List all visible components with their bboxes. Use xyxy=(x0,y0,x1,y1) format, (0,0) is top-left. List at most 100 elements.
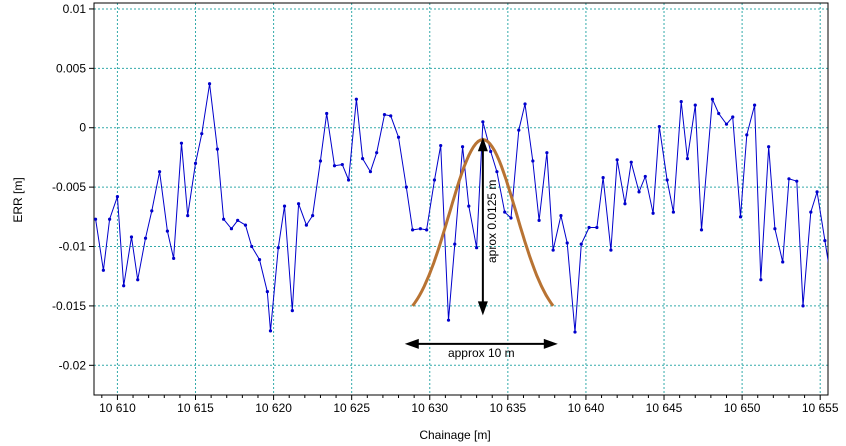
x-tick-label: 10 655 xyxy=(802,401,839,415)
data-point xyxy=(296,202,301,206)
data-point xyxy=(801,304,805,308)
data-point xyxy=(489,149,493,154)
x-tick-label: 10 620 xyxy=(255,401,292,415)
data-point xyxy=(122,284,126,288)
data-point xyxy=(517,128,521,132)
data-point xyxy=(368,170,373,174)
data-point xyxy=(573,330,577,334)
y-tick-label: 0.01 xyxy=(63,2,87,16)
data-point xyxy=(753,103,757,107)
data-point xyxy=(250,244,254,249)
data-point xyxy=(186,214,190,218)
data-point xyxy=(481,120,485,124)
data-point xyxy=(265,290,269,294)
data-point xyxy=(200,132,204,136)
y-tick-label: -0.01 xyxy=(59,240,87,254)
data-point xyxy=(268,329,273,333)
data-point xyxy=(165,229,169,233)
data-point xyxy=(495,170,499,174)
data-point xyxy=(724,122,729,126)
data-point xyxy=(389,114,393,118)
data-point xyxy=(545,151,549,155)
data-point xyxy=(236,218,240,222)
data-point xyxy=(172,256,176,260)
data-point xyxy=(615,158,619,162)
x-tick-label: 10 640 xyxy=(568,401,605,415)
data-point xyxy=(136,278,140,282)
annotations: approx 10 m aprox 0.0125 m xyxy=(404,137,558,360)
data-point xyxy=(318,159,323,163)
data-point xyxy=(565,241,569,245)
data-point xyxy=(439,143,443,148)
width-arrow-head-right xyxy=(543,338,558,349)
data-point xyxy=(404,185,408,189)
data-point xyxy=(150,209,154,213)
data-point xyxy=(717,111,721,116)
data-point xyxy=(637,190,641,194)
series-err xyxy=(94,82,839,334)
data-point xyxy=(815,190,819,194)
data-point xyxy=(830,278,833,281)
data-point xyxy=(787,177,791,181)
data-point xyxy=(710,97,715,101)
data-point xyxy=(340,162,344,167)
data-point xyxy=(773,227,777,231)
data-point xyxy=(282,204,287,208)
data-point xyxy=(609,248,613,252)
data-point xyxy=(781,260,785,264)
data-point xyxy=(193,161,198,165)
data-point xyxy=(325,111,329,116)
data-point xyxy=(767,145,771,149)
data-point xyxy=(115,195,120,199)
y-tick-label: 0.005 xyxy=(56,61,86,75)
data-point xyxy=(446,318,451,322)
data-point xyxy=(731,115,735,119)
data-point xyxy=(836,263,839,266)
x-tick-label: 10 645 xyxy=(646,401,683,415)
width-arrow-head-left xyxy=(404,338,419,349)
data-point xyxy=(509,216,513,220)
data-point xyxy=(179,141,184,145)
data-point xyxy=(665,178,669,182)
data-point xyxy=(651,211,655,215)
data-point xyxy=(94,217,98,221)
data-point xyxy=(425,228,429,232)
data-point xyxy=(685,157,690,161)
x-tick-label: 10 650 xyxy=(724,401,761,415)
width-label: approx 10 m xyxy=(448,346,515,360)
data-point xyxy=(693,103,697,107)
y-tick-label: -0.02 xyxy=(59,358,87,372)
data-point xyxy=(215,147,219,151)
series-line xyxy=(95,83,828,333)
data-point xyxy=(108,217,112,221)
data-point xyxy=(551,248,555,252)
data-point xyxy=(671,210,675,214)
x-tick-label: 10 635 xyxy=(489,401,526,415)
data-point xyxy=(823,238,827,243)
data-point xyxy=(531,159,535,163)
data-point xyxy=(410,228,415,232)
y-axis: 0.01 0.005 0 -0.005 -0.01 -0.015 -0.02 xyxy=(52,2,94,372)
data-point xyxy=(222,217,226,221)
data-point xyxy=(207,82,212,86)
data-point xyxy=(643,174,647,179)
x-tick-label: 10 610 xyxy=(99,401,136,415)
data-point xyxy=(475,246,479,250)
data-point xyxy=(629,160,633,164)
data-point xyxy=(101,268,105,272)
data-point xyxy=(257,257,262,262)
x-axis-title: Chainage [m] xyxy=(419,428,490,442)
data-point xyxy=(595,225,599,230)
data-point xyxy=(276,246,280,250)
data-point xyxy=(657,124,661,129)
data-point xyxy=(311,214,315,218)
x-tick-label: 10 630 xyxy=(411,401,448,415)
height-arrow-head-bottom xyxy=(477,301,488,316)
data-point xyxy=(157,170,162,174)
data-point xyxy=(396,135,401,139)
y-tick-label: -0.005 xyxy=(52,180,86,194)
x-tick-label: 10 615 xyxy=(177,401,214,415)
data-point xyxy=(375,151,379,155)
grid xyxy=(94,3,828,395)
